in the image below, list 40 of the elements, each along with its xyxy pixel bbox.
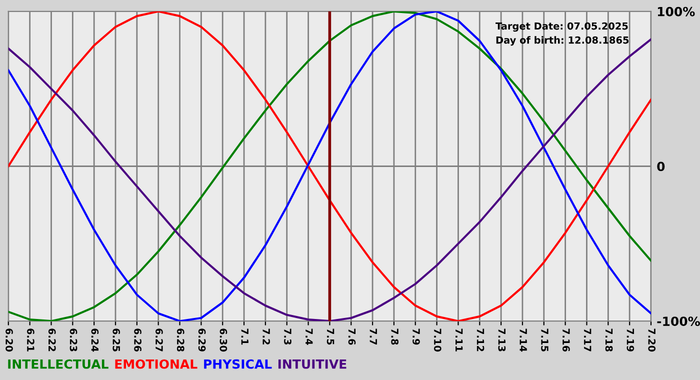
x-tick-label: 7.8: [391, 328, 398, 345]
x-tick-label: 6.26: [134, 328, 142, 352]
x-tick-label: 6.20: [6, 328, 13, 352]
x-tick-label: 7.18: [605, 328, 613, 352]
x-tick-label: 7.4: [306, 328, 313, 345]
y-tick-label: 0: [657, 162, 665, 172]
x-tick-label: 7.10: [434, 328, 442, 352]
x-tick-label: 7.15: [541, 328, 548, 352]
text: EMOTIONAL: [115, 359, 198, 369]
x-tick-label: 7.7: [370, 328, 377, 344]
text: INTELLECTUAL: [8, 359, 108, 369]
x-tick-label: 7.2: [262, 328, 270, 344]
x-tick-label: 6.21: [27, 328, 34, 352]
y-tick-label: -100%: [657, 316, 700, 326]
x-tick-label: 6.27: [156, 328, 163, 352]
x-tick-label: 7.20: [648, 328, 656, 352]
x-tick-label: 6.28: [176, 328, 184, 352]
x-tick-label: 6.25: [112, 328, 120, 352]
x-tick-label: 6.22: [48, 328, 56, 352]
annotation: Target Date: 07.05.2025: [496, 22, 628, 32]
x-tick-label: 6.24: [91, 328, 99, 352]
x-tick-label: 7.14: [520, 328, 527, 352]
x-tick-label: 7.6: [348, 328, 356, 345]
y-tick-label: 100%: [658, 6, 695, 16]
x-tick-label: 7.12: [476, 328, 484, 352]
x-tick-label: 7.9: [412, 328, 420, 345]
annotation: Day of birth: 12.08.1865: [496, 36, 629, 46]
x-tick-label: 7.5: [326, 328, 334, 345]
x-tick-label: 7.19: [626, 328, 634, 352]
x-tick-label: 7.1: [241, 328, 248, 345]
x-tick-label: 6.23: [70, 328, 78, 352]
x-tick-label: 7.17: [584, 328, 592, 352]
x-tick-label: 6.30: [220, 328, 228, 352]
x-tick-label: 7.13: [498, 328, 506, 352]
x-tick-label: 6.29: [198, 328, 206, 352]
x-tick-label: 7.11: [456, 328, 463, 352]
x-tick-label: 7.3: [284, 328, 292, 344]
text: INTUITIVE: [278, 359, 346, 369]
text: PHYSICAL: [204, 359, 272, 369]
x-tick-label: 7.16: [562, 328, 570, 352]
